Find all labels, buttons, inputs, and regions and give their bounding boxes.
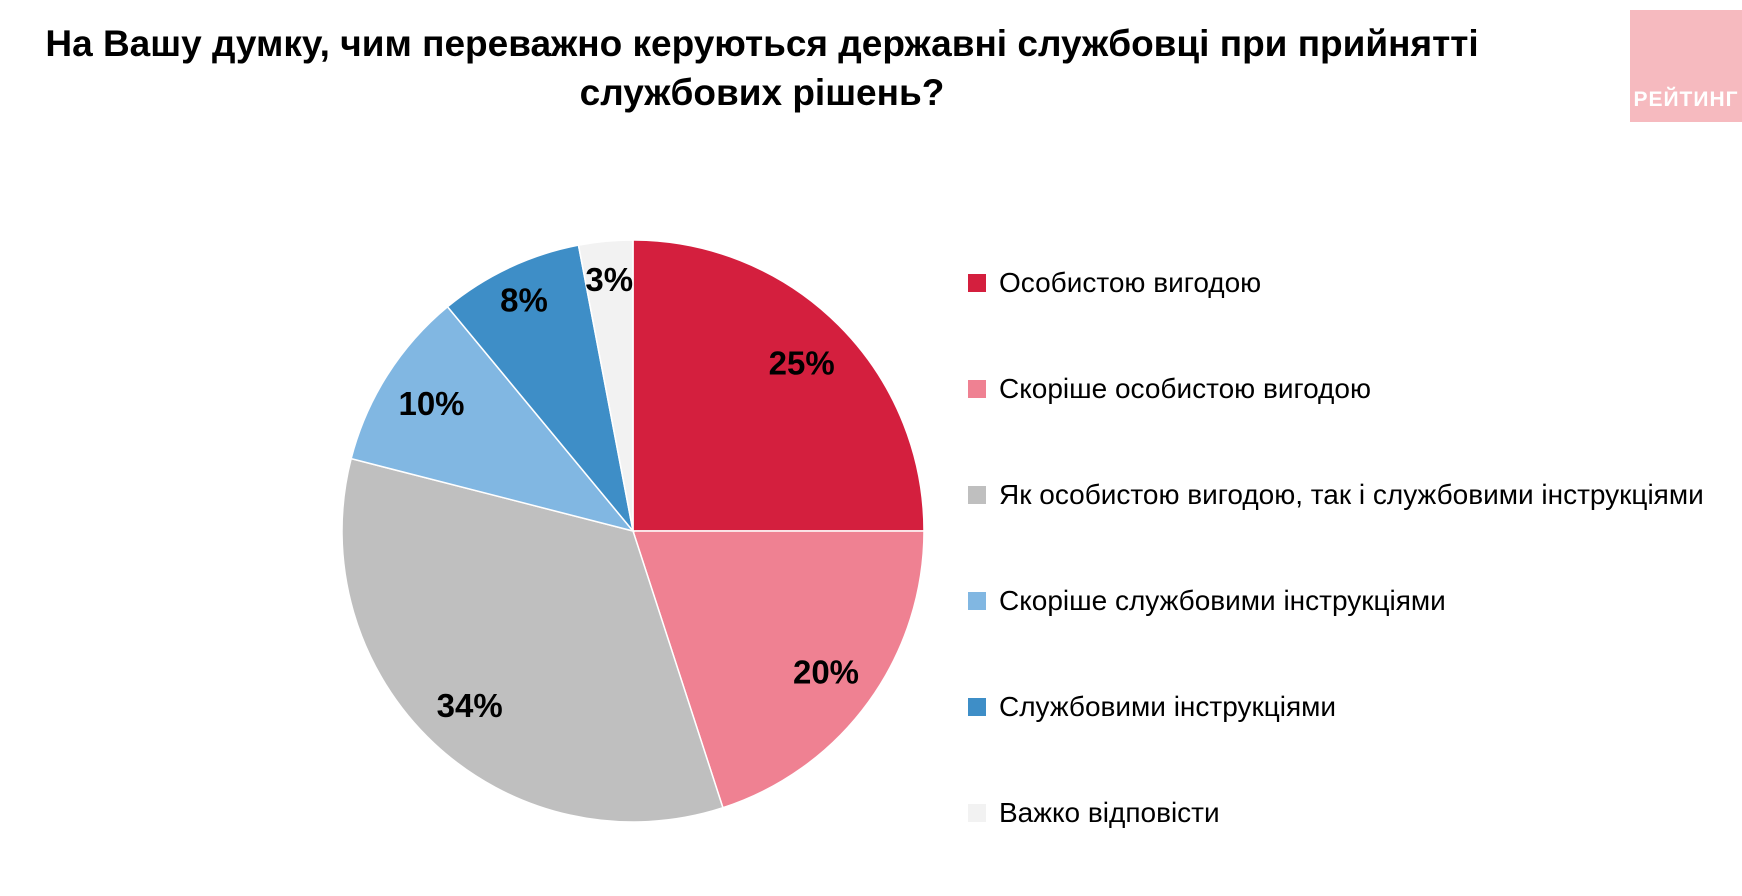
- pie-slice-4: [350, 305, 636, 533]
- chart-title: На Вашу думку, чим переважно керуються д…: [45, 23, 1479, 113]
- legend-swatch: [968, 698, 986, 716]
- pie-chart: 25% 20% 34% 10% 8% 3%: [341, 239, 925, 823]
- legend-label: Службовими інструкціями: [999, 691, 1337, 722]
- legend-item: Скоріше особистою вигодою: [968, 372, 1704, 406]
- legend-label: Особистою вигодою: [999, 267, 1262, 298]
- legend-item: Скоріше службовими інструкціями: [968, 584, 1704, 618]
- legend-swatch: [968, 592, 986, 610]
- pie-slice-1: [632, 239, 925, 532]
- legend-swatch: [968, 804, 986, 822]
- legend-item: Як особистою вигодою, так і службовими і…: [968, 478, 1704, 512]
- legend-swatch: [968, 486, 986, 504]
- legend-swatch: [968, 380, 986, 398]
- pie-slice-label: 8%: [500, 281, 548, 318]
- legend-item: Службовими інструкціями: [968, 690, 1704, 724]
- legend: Особистою вигодою Скоріше особистою вигод…: [968, 266, 1704, 830]
- pie-slice-label: 3%: [585, 261, 633, 298]
- pie-slice-label: 20%: [793, 653, 859, 690]
- pie-slice-3: [341, 457, 724, 823]
- rating-logo-text: РЕЙТИНГ: [1633, 88, 1739, 111]
- legend-label: Важко відповісти: [999, 797, 1220, 828]
- rating-logo: РЕЙТИНГ: [1630, 10, 1742, 122]
- legend-label: Скоріше особистою вигодою: [999, 373, 1371, 404]
- pie-slice-6: [577, 239, 634, 532]
- legend-label: Як особистою вигодою, так і службовими і…: [999, 479, 1704, 510]
- pie-slice-5: [446, 244, 634, 532]
- pie-slice-label: 25%: [769, 344, 835, 381]
- pie-slice-label: 10%: [398, 385, 464, 422]
- legend-item: Особистою вигодою: [968, 266, 1704, 300]
- legend-swatch: [968, 274, 986, 292]
- pie-slice-2: [631, 530, 925, 809]
- pie-slice-label: 34%: [437, 687, 503, 724]
- legend-label: Скоріше службовими інструкціями: [999, 585, 1446, 616]
- legend-item: Важко відповісти: [968, 796, 1704, 830]
